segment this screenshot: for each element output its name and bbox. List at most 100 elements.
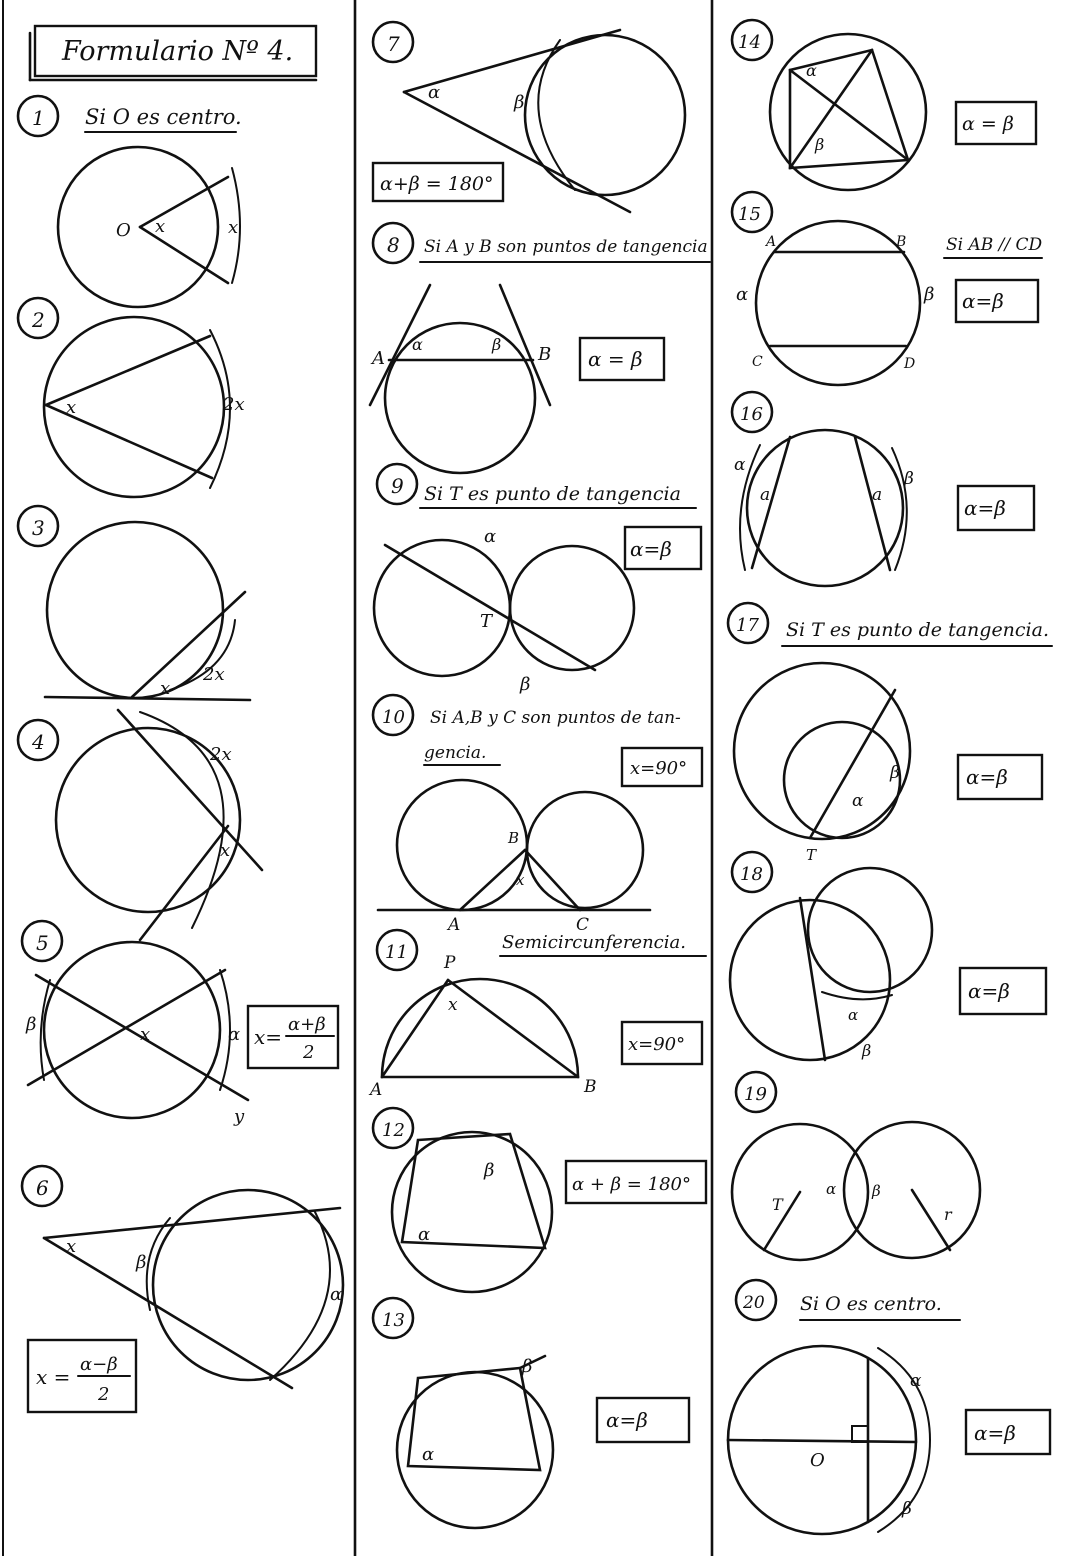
arc-label-b: β — [889, 763, 900, 783]
item-condition-line2: gencia. — [424, 743, 486, 763]
point-b: B — [537, 344, 551, 365]
point-b: B — [583, 1077, 597, 1097]
point-c: C — [576, 915, 589, 935]
formula-text: α=β — [630, 537, 672, 561]
arc-label-b: β — [25, 1014, 36, 1035]
formula-numerator: α+β — [288, 1014, 326, 1035]
arc-label-a: α — [330, 1284, 342, 1305]
arc-label: 2x — [202, 664, 225, 685]
angle-label: x — [155, 216, 165, 237]
formula-text: α=β — [962, 289, 1004, 313]
angle-label: x — [66, 1236, 76, 1257]
item-condition: Si T es punto de tangencia — [424, 483, 681, 505]
item-19: 19 T α β r — [730, 1070, 982, 1262]
extra-label: y — [233, 1106, 245, 1127]
item-6: 6 x β α x = α−β 2 — [20, 1164, 345, 1414]
formula-text: α+β = 180° — [380, 173, 494, 195]
angle-label: α — [428, 82, 440, 103]
arc-label-a: α — [484, 526, 496, 547]
item-condition: Semicircunferencia. — [502, 932, 686, 953]
arc-label-b: β — [923, 284, 934, 305]
item-11: 11 Semicircunferencia. P x A B x=90° — [368, 928, 707, 1100]
item-2: 2 x 2x — [16, 296, 245, 499]
formula-numerator: α−β — [80, 1354, 118, 1375]
arc-label-b: β — [903, 469, 914, 489]
point-b: B — [507, 829, 519, 847]
item-14: 14 α β α = β — [730, 18, 1038, 192]
arc-label-a: α — [734, 455, 746, 475]
angle-a: α — [422, 1444, 434, 1465]
formula-denominator: 2 — [302, 1042, 314, 1063]
item-number: 6 — [36, 1176, 49, 1200]
item-number: 16 — [740, 404, 763, 425]
formula-text: α=β — [966, 765, 1008, 789]
arc-label: β — [513, 92, 524, 113]
item-7: 7 α β α+β = 180° — [371, 20, 687, 214]
arc-label-a: α — [910, 1371, 922, 1391]
point-t: T — [480, 611, 494, 632]
item-number: 20 — [742, 1293, 765, 1313]
center-label: O — [116, 220, 131, 241]
item-number: 11 — [385, 942, 408, 963]
title-box: Formulario Nº 4. — [28, 24, 318, 82]
item-9: 9 Si T es punto de tangencia α T β α=β — [372, 462, 703, 695]
angle-label: x — [516, 871, 525, 889]
item-16: 16 α a a β α=β — [730, 390, 1036, 588]
arc-label: 2x — [222, 394, 245, 415]
item-condition: Si T es punto de tangencia. — [786, 619, 1049, 641]
item-number: 10 — [382, 707, 405, 728]
point-b: B — [895, 234, 906, 250]
arc-label-a: α — [736, 284, 748, 305]
item-10: 10 Si A,B y C son puntos de tan- gencia.… — [371, 693, 704, 935]
angle-label: x — [160, 678, 170, 699]
item-number: 2 — [31, 308, 45, 332]
angle-a: α — [418, 1224, 430, 1245]
arc-label-b: β — [519, 674, 530, 695]
point-a: A — [446, 915, 460, 935]
item-20: 20 Si O es centro. O α β α=β — [726, 1278, 1052, 1536]
formula-text: x=90° — [630, 758, 687, 779]
point-c: C — [752, 354, 763, 370]
item-number: 15 — [738, 204, 761, 225]
angle-b: β — [814, 135, 824, 154]
item-number: 19 — [744, 1084, 767, 1105]
item-12: 12 β α α + β = 180° — [371, 1106, 708, 1294]
arc-label-b: β — [871, 1182, 881, 1200]
formula-text: α=β — [606, 1408, 648, 1432]
formula-lhs: x= — [254, 1025, 282, 1049]
point-p: P — [443, 953, 456, 973]
item-3: 3 x 2x — [16, 504, 252, 702]
item-4: 4 2x x — [16, 708, 264, 942]
item-15: 15 Si AB // CD A B C D α β α=β — [730, 190, 1043, 387]
item-condition: Si O es centro. — [85, 105, 242, 129]
formula-text: α + β = 180° — [572, 1174, 691, 1195]
formula-lhs: x = — [36, 1365, 70, 1389]
item-18: 18 α β α=β — [728, 850, 1048, 1062]
arc-label-b: β — [861, 1041, 871, 1060]
arc-label-b: β — [901, 1499, 912, 1519]
item-condition-line1: Si A,B y C son puntos de tan- — [430, 708, 681, 728]
point-a: A — [764, 234, 776, 250]
radius-label-right: r — [944, 1205, 953, 1224]
item-number: 5 — [36, 931, 49, 955]
item-number: 4 — [31, 730, 45, 754]
item-number: 7 — [387, 32, 400, 56]
angle-b: β — [483, 1160, 494, 1181]
angle-b: β — [521, 1356, 532, 1377]
formula-text: x=90° — [628, 1034, 685, 1055]
formula-denominator: 2 — [97, 1384, 109, 1405]
angle-label: x — [220, 840, 230, 861]
formula-text: α = β — [962, 113, 1014, 135]
item-17: 17 Si T es punto de tangencia. α β T α=β — [726, 601, 1053, 864]
point-t: T — [806, 846, 817, 864]
point-a: A — [370, 348, 385, 369]
angle-b: β — [491, 335, 501, 354]
angle-label: x — [66, 397, 76, 418]
radius-label-left: T — [772, 1195, 784, 1214]
item-number: 17 — [736, 615, 759, 636]
formula-text: α = β — [588, 347, 643, 371]
point-a: A — [368, 1080, 382, 1100]
item-5: 5 β x α y x= α+β 2 — [20, 919, 340, 1127]
item-condition: Si O es centro. — [800, 1293, 942, 1315]
item-13: 13 β α α=β — [371, 1296, 691, 1530]
